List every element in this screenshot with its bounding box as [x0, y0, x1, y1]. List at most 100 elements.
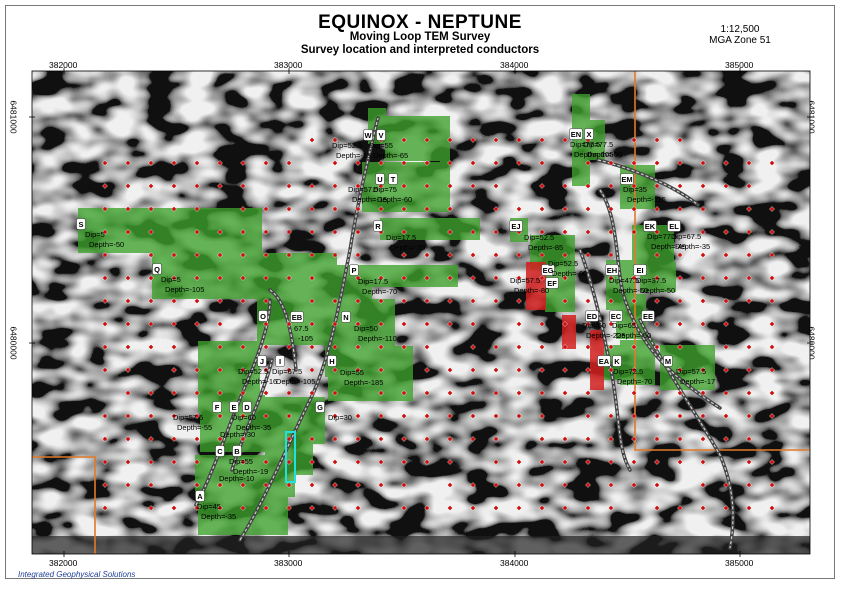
station-point [355, 229, 361, 235]
station-point [148, 436, 154, 442]
station-point [769, 321, 775, 327]
conductor-id: P [351, 266, 356, 275]
station-point [263, 252, 269, 258]
station-point [516, 344, 522, 350]
conductor-ee: EE [641, 310, 655, 322]
station-point [470, 505, 476, 511]
station-point [286, 275, 292, 281]
station-point [355, 160, 361, 166]
conductor-dip: Dip=30 [328, 413, 352, 422]
station-point [539, 390, 545, 396]
station-point [631, 482, 637, 488]
station-point [562, 459, 568, 465]
station-point [700, 436, 706, 442]
station-point [263, 367, 269, 373]
tem-loop [78, 208, 262, 253]
station-point [539, 137, 545, 143]
conductor-dip: Dip=72.5 [613, 367, 643, 376]
station-point [447, 390, 453, 396]
conductor-depth: Depth=-65 [373, 151, 408, 160]
station-point [194, 183, 200, 189]
station-point [378, 183, 384, 189]
station-point [263, 206, 269, 212]
station-point [608, 298, 614, 304]
station-point [562, 505, 568, 511]
conductor-plate [562, 315, 576, 349]
conductor-id: E [231, 403, 236, 412]
station-point [286, 459, 292, 465]
station-point [309, 459, 315, 465]
station-point [102, 183, 108, 189]
station-point [125, 367, 131, 373]
station-point [516, 160, 522, 166]
station-point [125, 459, 131, 465]
conductor-id-box [388, 173, 398, 185]
station-point [424, 436, 430, 442]
station-point [723, 275, 729, 281]
station-point [608, 160, 614, 166]
station-point [723, 390, 729, 396]
station-point [700, 298, 706, 304]
conductor-depth: Depth=-105 [574, 150, 613, 159]
station-point [286, 436, 292, 442]
station-point [769, 482, 775, 488]
conductor-depth: Depth=-30 [220, 430, 255, 439]
station-point [424, 298, 430, 304]
station-point [585, 229, 591, 235]
station-point [194, 505, 200, 511]
station-point [769, 505, 775, 511]
station-point [309, 298, 315, 304]
station-point [332, 137, 338, 143]
station-point [194, 367, 200, 373]
station-point [723, 298, 729, 304]
conductor-id: S [78, 220, 83, 229]
station-point [677, 390, 683, 396]
station-point [332, 436, 338, 442]
station-point [171, 459, 177, 465]
station-point [424, 459, 430, 465]
station-point [470, 183, 476, 189]
station-point [263, 275, 269, 281]
station-point [194, 229, 200, 235]
station-point [700, 206, 706, 212]
station-point [654, 137, 660, 143]
station-point [401, 505, 407, 511]
station-point [769, 413, 775, 419]
station-point [585, 482, 591, 488]
station-point [562, 206, 568, 212]
conductor-depth: Depth=-105 [165, 285, 204, 294]
station-point [148, 160, 154, 166]
station-point [378, 367, 384, 373]
tem-loop [362, 162, 450, 212]
station-point [424, 160, 430, 166]
conductor-id-box [212, 401, 222, 413]
conductor-id: EH [607, 266, 617, 275]
conductor-id-box [376, 129, 386, 141]
conductor-id-box [195, 490, 205, 502]
conductor-dip: Dip=52.5 [332, 141, 362, 150]
station-point [677, 344, 683, 350]
conductor-id: EF [547, 279, 557, 288]
station-point [102, 229, 108, 235]
station-point [309, 436, 315, 442]
station-point [470, 413, 476, 419]
station-point [516, 390, 522, 396]
station-point [769, 344, 775, 350]
station-point [631, 298, 637, 304]
station-point [516, 252, 522, 258]
conductor-plate [526, 262, 546, 310]
tem-loop [198, 490, 288, 535]
station-point [102, 160, 108, 166]
station-point [631, 321, 637, 327]
station-point [217, 275, 223, 281]
station-point [263, 229, 269, 235]
station-point [516, 206, 522, 212]
station-point [516, 137, 522, 143]
